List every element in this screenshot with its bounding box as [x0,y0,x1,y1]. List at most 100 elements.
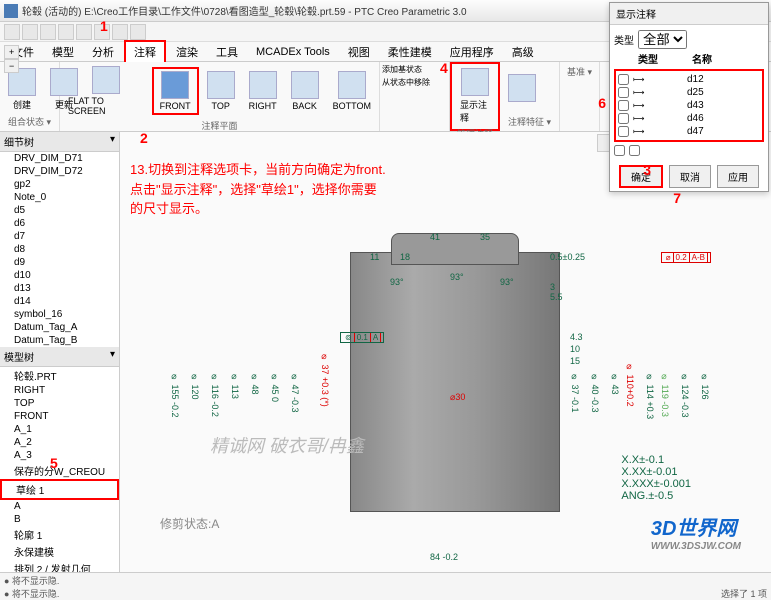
dim-dia110: ⌀ 110+0.2 [625,362,635,407]
tree-item[interactable]: symbol_16 [0,308,119,321]
tab-annotate[interactable]: 注释 [124,40,166,64]
dim: 35 [480,232,490,242]
front-button[interactable]: FRONT [152,67,199,115]
deselect-all-checkbox[interactable] [629,145,640,156]
tree-item[interactable]: Datum_Tag_A [0,321,119,334]
cancel-button[interactable]: 取消 [669,165,711,188]
tree-item[interactable]: B [0,513,119,526]
dim: ⌀ 126 [700,372,710,400]
right-button[interactable]: RIGHT [243,69,283,113]
tab-tools[interactable]: 工具 [208,42,246,62]
tree-item[interactable]: DRV_DIM_D72 [0,165,119,178]
bottom-button[interactable]: BOTTOM [327,69,377,113]
tab-render[interactable]: 渲染 [168,42,206,62]
dim: ⌀ 120 [190,372,200,400]
ok-button[interactable]: 确定 [619,165,663,188]
dim: 41 [430,232,440,242]
tab-model[interactable]: 模型 [44,42,82,62]
tree-item[interactable]: DRV_DIM_D71 [0,152,119,165]
tree-item[interactable]: d14 [0,295,119,308]
tree-item[interactable]: Note_0 [0,191,119,204]
tree-item-sketch1[interactable]: 草绘 1 [0,479,119,500]
flat-screen-button[interactable]: FLAT TO SCREEN [62,64,150,118]
dim: ⌀ 155 -0.2 [170,372,180,418]
dim: 0.5±0.25 [550,252,585,262]
tree-item[interactable]: RIGHT [0,384,119,397]
marker-2: 2 [140,130,148,146]
dim: 3 [550,282,555,292]
table-row[interactable]: ⟼d46 [618,112,760,125]
collapse-icon[interactable]: ▾ [110,349,115,364]
dim: 93° [500,277,514,287]
table-row[interactable]: ⟼d43 [618,99,760,112]
detail-tree-header[interactable]: 细节树▾ [0,132,119,152]
marker-3: 3 [643,162,651,178]
apply-button[interactable]: 应用 [717,165,759,188]
tree-item[interactable]: 保存的分W_CREOU [0,462,119,479]
tree-item[interactable]: FRONT [0,410,119,423]
tab-mcadx[interactable]: MCADEx Tools [248,44,338,60]
remove-state-button[interactable]: 从状态中移除 [382,77,430,88]
show-annotation-panel: 显示注释 类型 全部 类型名称 ⟼d12 ⟼d25 ⟼d43 ⟼d46 ⟼d47… [609,2,769,192]
tab-analysis[interactable]: 分析 [84,42,122,62]
row-checkbox[interactable] [618,100,629,111]
marker-4: 4 [440,60,448,76]
tree-item[interactable]: 轮廓 1 [0,526,119,543]
annotation-feature-button[interactable] [502,72,542,106]
tab-adv[interactable]: 高级 [504,42,542,62]
back-button[interactable]: BACK [285,69,325,113]
tree-item[interactable]: d5 [0,204,119,217]
tree-item[interactable]: A_1 [0,423,119,436]
top-button[interactable]: TOP [201,69,241,113]
qat-button[interactable] [40,24,56,40]
table-row[interactable]: ⟼d25 [618,86,760,99]
app-icon [4,4,18,18]
tree-item[interactable]: d8 [0,243,119,256]
tree-item[interactable]: A_2 [0,436,119,449]
marker-6: 6 [598,95,606,111]
tree-item[interactable]: d13 [0,282,119,295]
add-state-button[interactable]: 添加基状态 [382,64,422,75]
tab-flex[interactable]: 柔性建模 [380,42,440,62]
collapse-icon[interactable]: ▾ [110,134,115,149]
group-label: 基准 ▾ [562,64,597,79]
dim: 4.3 [570,332,583,342]
row-checkbox[interactable] [618,74,629,85]
qat-button[interactable] [112,24,128,40]
tree-item[interactable]: d9 [0,256,119,269]
dim: ⌀ 43 [610,372,620,395]
qat-button[interactable] [22,24,38,40]
panel-title: 显示注释 [610,3,768,25]
select-all-checkbox[interactable] [614,145,625,156]
qat-button[interactable] [130,24,146,40]
show-annotation-button[interactable]: 显示注释 [454,66,496,126]
row-checkbox[interactable] [618,87,629,98]
type-select[interactable]: 全部 [638,30,687,49]
tree-item[interactable]: A_3 [0,449,119,462]
tree-item[interactable]: d7 [0,230,119,243]
tree-item[interactable]: A [0,500,119,513]
tab-view[interactable]: 视图 [340,42,378,62]
gtol-frame: ⊚0.1A [340,332,384,343]
model-tree-header[interactable]: 模型树▾ [0,347,119,367]
row-checkbox[interactable] [618,126,629,137]
marker-5: 5 [50,455,58,471]
dim: 15 [570,356,580,366]
tree-item[interactable]: d6 [0,217,119,230]
qat-button[interactable] [4,24,20,40]
tree-item[interactable]: gp2 [0,178,119,191]
row-checkbox[interactable] [618,113,629,124]
qat-button[interactable] [58,24,74,40]
table-row[interactable]: ⟼d47 [618,125,760,138]
tree-item[interactable]: 永保建模 [0,543,119,560]
tree-item[interactable]: d10 [0,269,119,282]
tree-item[interactable]: 轮毂.PRT [0,367,119,384]
tree-item[interactable]: TOP [0,397,119,410]
dim: 5.5 [550,292,563,302]
tree-item[interactable]: Datum_Tag_B [0,334,119,347]
window-title: 轮毂 (活动的) E:\Creo工作目录\工作文件\0728\看图造型_轮毂\轮… [22,3,467,18]
qat-button[interactable] [76,24,92,40]
table-row[interactable]: ⟼d12 [618,73,760,86]
tab-app[interactable]: 应用程序 [442,42,502,62]
group-label: 组合状态 ▾ [2,114,57,129]
